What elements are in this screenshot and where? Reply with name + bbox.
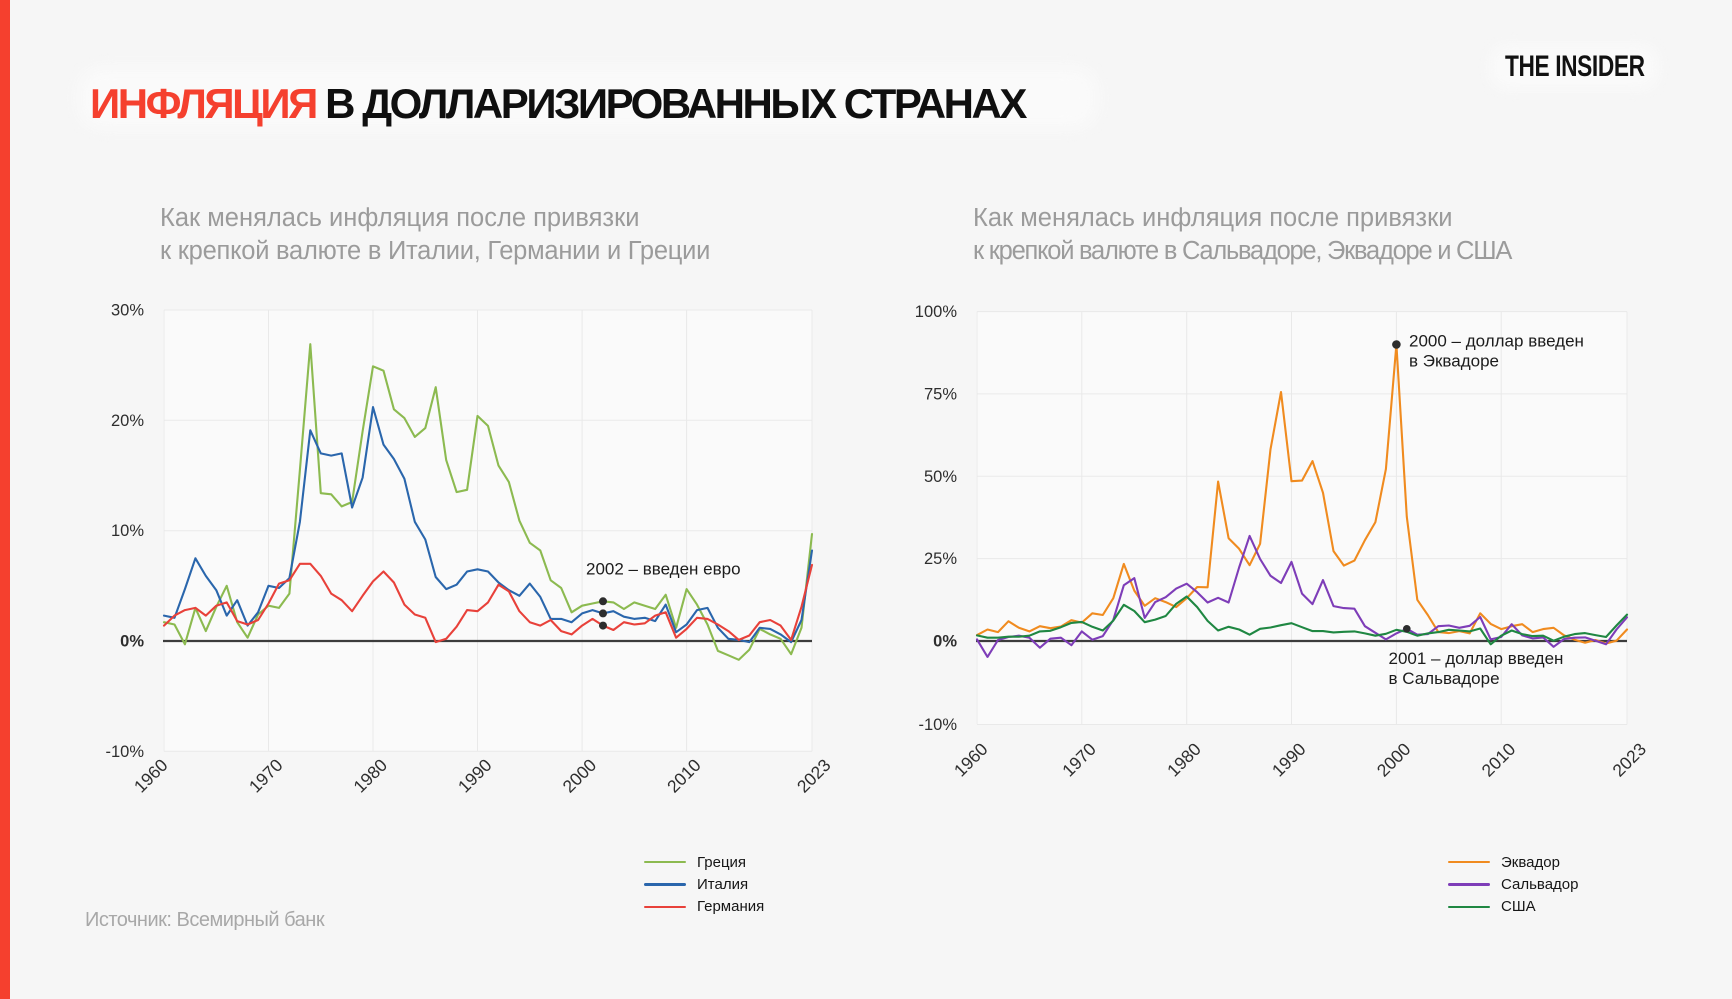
svg-text:1980: 1980 xyxy=(349,755,391,797)
svg-text:75%: 75% xyxy=(924,385,957,403)
svg-text:30%: 30% xyxy=(111,302,144,320)
svg-text:1960: 1960 xyxy=(950,739,992,781)
svg-text:2001 – доллар введен: 2001 – доллар введен xyxy=(1389,649,1564,668)
svg-text:2023: 2023 xyxy=(1608,739,1650,781)
svg-text:1980: 1980 xyxy=(1163,739,1205,781)
svg-text:1960: 1960 xyxy=(130,755,172,797)
svg-text:2000 – доллар введен: 2000 – доллар введен xyxy=(1409,332,1584,351)
svg-text:в Сальвадоре: в Сальвадоре xyxy=(1389,669,1500,688)
svg-text:2023: 2023 xyxy=(793,755,835,797)
svg-text:2000: 2000 xyxy=(1373,739,1415,781)
svg-text:2010: 2010 xyxy=(1478,739,1520,781)
svg-text:20%: 20% xyxy=(111,412,144,430)
svg-text:1970: 1970 xyxy=(1058,739,1100,781)
svg-text:1990: 1990 xyxy=(454,755,496,797)
svg-text:1990: 1990 xyxy=(1268,739,1310,781)
svg-text:0%: 0% xyxy=(933,633,957,651)
svg-text:-10%: -10% xyxy=(105,743,144,761)
svg-text:50%: 50% xyxy=(924,468,957,486)
svg-text:в Эквадоре: в Эквадоре xyxy=(1409,352,1499,371)
svg-text:2000: 2000 xyxy=(559,755,601,797)
svg-text:1970: 1970 xyxy=(245,755,287,797)
svg-text:25%: 25% xyxy=(924,550,957,568)
svg-text:2010: 2010 xyxy=(663,755,705,797)
svg-text:0%: 0% xyxy=(120,633,144,651)
svg-text:100%: 100% xyxy=(915,303,958,321)
svg-text:2002 – введен евро: 2002 – введен евро xyxy=(586,560,741,579)
svg-text:-10%: -10% xyxy=(918,716,957,734)
svg-text:10%: 10% xyxy=(111,522,144,540)
